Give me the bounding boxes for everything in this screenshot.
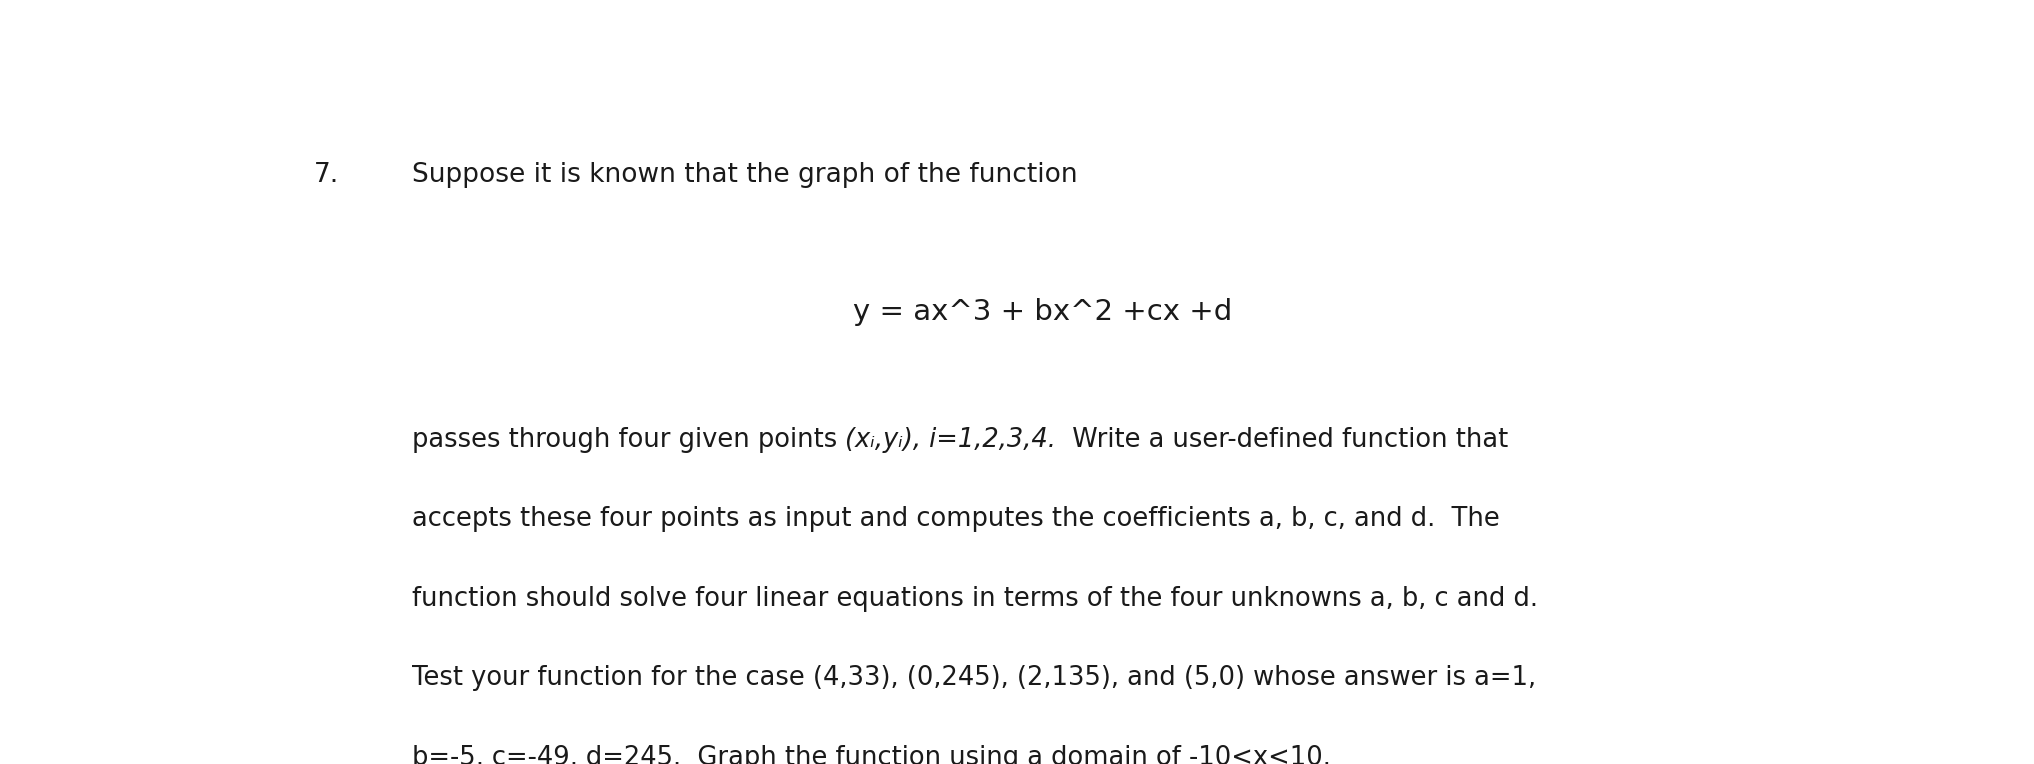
Text: passes through four given points: passes through four given points bbox=[411, 427, 846, 453]
Text: Write a user-defined function that: Write a user-defined function that bbox=[1056, 427, 1509, 453]
Text: 7.: 7. bbox=[313, 162, 340, 188]
Text: y = ax^3 + bx^2 +cx +d: y = ax^3 + bx^2 +cx +d bbox=[852, 297, 1233, 325]
Text: b=-5, c=-49, d=245.  Graph the function using a domain of -10<x<10.: b=-5, c=-49, d=245. Graph the function u… bbox=[411, 745, 1330, 764]
Text: accepts these four points as input and computes the coefficients a, b, c, and d.: accepts these four points as input and c… bbox=[411, 507, 1499, 533]
Text: (xᵢ,yᵢ), i=1,2,3,4.: (xᵢ,yᵢ), i=1,2,3,4. bbox=[846, 427, 1056, 453]
Text: Suppose it is known that the graph of the function: Suppose it is known that the graph of th… bbox=[411, 162, 1078, 188]
Text: Test your function for the case (4,33), (0,245), (2,135), and (5,0) whose answer: Test your function for the case (4,33), … bbox=[411, 665, 1536, 691]
Text: function should solve four linear equations in terms of the four unknowns a, b, : function should solve four linear equati… bbox=[411, 586, 1538, 612]
